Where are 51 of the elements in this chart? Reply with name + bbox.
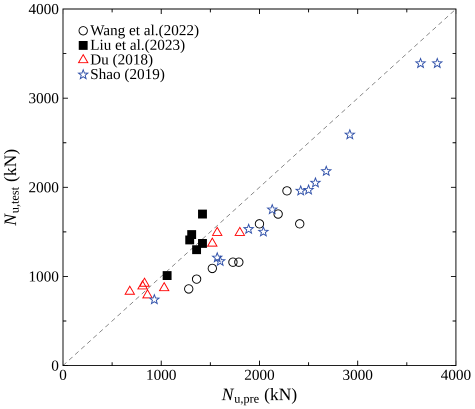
point (282, 186, 292, 196)
y-tick-label: 1000 (30, 271, 58, 282)
point (192, 274, 202, 284)
x-tick-label: 2000 (244, 370, 274, 380)
legend-label: Liu et al.(2023) (90, 39, 184, 53)
point (344, 129, 355, 140)
legend-label: Du (2018) (90, 54, 152, 68)
point (149, 294, 160, 304)
y-tick-label: 4000 (28, 4, 58, 14)
point (212, 252, 222, 262)
point (124, 286, 135, 295)
point (228, 257, 238, 267)
y-tick-label: 0 (52, 360, 58, 371)
point (208, 264, 217, 274)
point (234, 226, 245, 236)
point (192, 245, 202, 254)
x-tick-label: 1000 (147, 370, 176, 380)
legend-label: Wang et al.(2022) (90, 24, 198, 38)
x-tick-label: 4000 (441, 370, 471, 380)
y-tick-label: 3000 (29, 92, 58, 104)
point (244, 224, 254, 234)
point (184, 284, 194, 294)
x-axis-title: N$_{u,pre}$ (kN) (222, 388, 296, 406)
point (159, 282, 170, 292)
point (162, 271, 172, 280)
point (273, 209, 283, 219)
point (310, 177, 321, 188)
point (207, 238, 218, 247)
point (254, 219, 264, 228)
point (258, 226, 269, 236)
legend-label: Shao (2019) (91, 68, 164, 82)
x-tick-label: 3000 (343, 370, 372, 380)
point (212, 226, 222, 236)
point (415, 58, 426, 68)
point (142, 289, 153, 298)
x-tick-label: 0 (60, 370, 66, 380)
y-axis-title: N$_{u,test}$ (kN) (4, 150, 20, 226)
point (321, 166, 332, 176)
point (198, 210, 207, 218)
point (267, 204, 278, 214)
point (295, 219, 304, 228)
point (303, 184, 314, 194)
point (215, 256, 226, 266)
point (198, 238, 207, 248)
point (432, 58, 442, 68)
point (139, 278, 150, 287)
point (137, 280, 148, 290)
y-tick-label: 2000 (29, 182, 58, 192)
point (234, 257, 244, 267)
point (296, 185, 306, 196)
point (185, 235, 194, 244)
